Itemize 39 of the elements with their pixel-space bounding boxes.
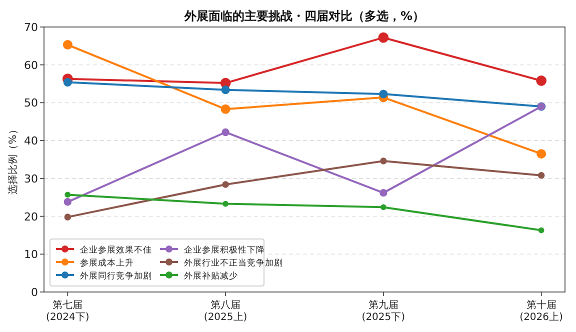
y-tick-label: 30 (24, 172, 38, 186)
y-tick-label: 40 (24, 134, 38, 148)
y-tick-label: 50 (24, 96, 38, 110)
point (380, 188, 388, 197)
point (378, 32, 389, 43)
legend-label: 企业参展效果不佳 (80, 244, 152, 256)
point (222, 181, 229, 188)
x-tick-label: 第八届 (2025上) (204, 299, 248, 323)
point (538, 172, 545, 179)
y-tick-label: 10 (24, 248, 38, 262)
point (536, 76, 547, 86)
y-axis-title: 选择比例（%） (7, 124, 19, 194)
point (538, 227, 544, 234)
y-tick-label: 70 (24, 21, 38, 34)
point (222, 128, 230, 136)
point (380, 158, 387, 164)
point (64, 214, 72, 220)
point (64, 192, 71, 198)
y-tick-label: 0 (31, 286, 38, 299)
point (62, 40, 72, 50)
point (379, 90, 388, 98)
chart-title: 外展面临的主要挑战・四届对比（多选，%） (183, 9, 425, 23)
legend-label: 企业参展积极性下降 (184, 244, 265, 256)
point (222, 200, 229, 207)
legend-label: 外展同行竞争加剧 (80, 270, 152, 282)
y-tick-label: 60 (24, 58, 38, 72)
point (536, 149, 546, 159)
point (63, 78, 72, 87)
y-tick-label: 20 (24, 210, 38, 224)
point (64, 198, 72, 206)
x-tick-label: 第十届 (2026上) (520, 299, 564, 323)
point (380, 204, 386, 210)
legend-label: 外展行业不正当竞争加剧 (184, 258, 283, 268)
point (220, 104, 230, 114)
point (221, 86, 230, 94)
legend-label: 外展补贴减少 (184, 270, 238, 282)
x-tick-label: 第九届 (2025下) (362, 299, 406, 323)
x-tick-label: 第七届 (2024下) (46, 299, 90, 323)
legend-label: 参展成本上升 (80, 258, 134, 268)
